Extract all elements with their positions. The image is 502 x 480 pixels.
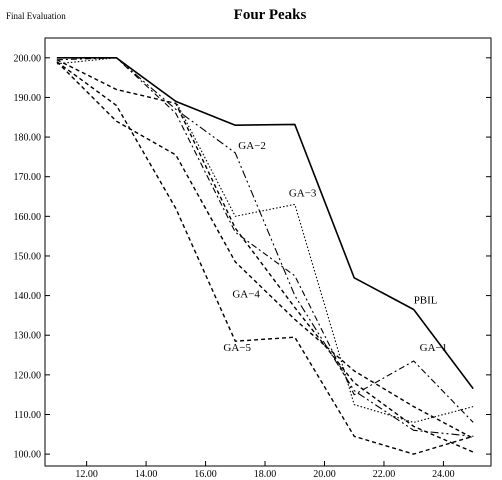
y-tick-label: 190.00 bbox=[14, 93, 42, 104]
x-tick-label: 16.00 bbox=[194, 469, 217, 480]
series-line-ga-3 bbox=[56, 57, 474, 423]
y-tick-label: 160.00 bbox=[14, 212, 42, 223]
series-label: GA−5 bbox=[223, 342, 251, 354]
series-label: GA−4 bbox=[232, 289, 260, 301]
series-line-ga-4 bbox=[56, 61, 474, 439]
y-tick-label: 120.00 bbox=[14, 370, 42, 381]
series-label: GA−1 bbox=[420, 342, 448, 354]
y-tick-label: 130.00 bbox=[14, 331, 42, 342]
y-tick-label: 100.00 bbox=[14, 450, 42, 461]
y-tick-label: 170.00 bbox=[14, 172, 42, 183]
y-tick-label: 110.00 bbox=[14, 410, 41, 421]
x-tick-label: 12.00 bbox=[75, 469, 98, 480]
y-tick-label: 140.00 bbox=[14, 291, 42, 302]
series-line-ga-5 bbox=[56, 61, 474, 455]
series-label: GA−3 bbox=[289, 188, 317, 200]
y-tick-label: 150.00 bbox=[14, 251, 42, 262]
y-tick-label: 200.00 bbox=[14, 53, 42, 64]
x-tick-label: 14.00 bbox=[135, 469, 158, 480]
x-tick-label: 22.00 bbox=[373, 469, 396, 480]
y-tick-label: 180.00 bbox=[14, 133, 42, 144]
y-axis: 100.00 110.00 120.00 130.00 140.00 150.00 160.… bbox=[14, 53, 491, 461]
x-tick-label: 18.00 bbox=[254, 469, 277, 480]
plot-frame bbox=[44, 37, 492, 467]
x-axis: 12.00 14.00 16.00 18.00 20.00 22.00 24.00 bbox=[75, 461, 455, 480]
series-line-pbil bbox=[56, 56, 474, 390]
x-tick-label: 24.00 bbox=[432, 469, 455, 480]
y-axis-label: Final Evaluation bbox=[6, 11, 66, 21]
series-label: PBIL bbox=[414, 295, 438, 307]
series-line-ga-2 bbox=[56, 57, 474, 437]
chart-title: Four Peaks bbox=[234, 7, 307, 23]
series-label: GA−2 bbox=[238, 140, 266, 152]
series-lines bbox=[56, 56, 474, 455]
series-line-ga-1 bbox=[56, 57, 474, 423]
series-line-unlabeled bbox=[56, 59, 474, 453]
series-labels: PBIL GA−1 GA−2 GA−3 GA−4 GA−5 bbox=[223, 140, 447, 354]
x-tick-label: 20.00 bbox=[313, 469, 336, 480]
